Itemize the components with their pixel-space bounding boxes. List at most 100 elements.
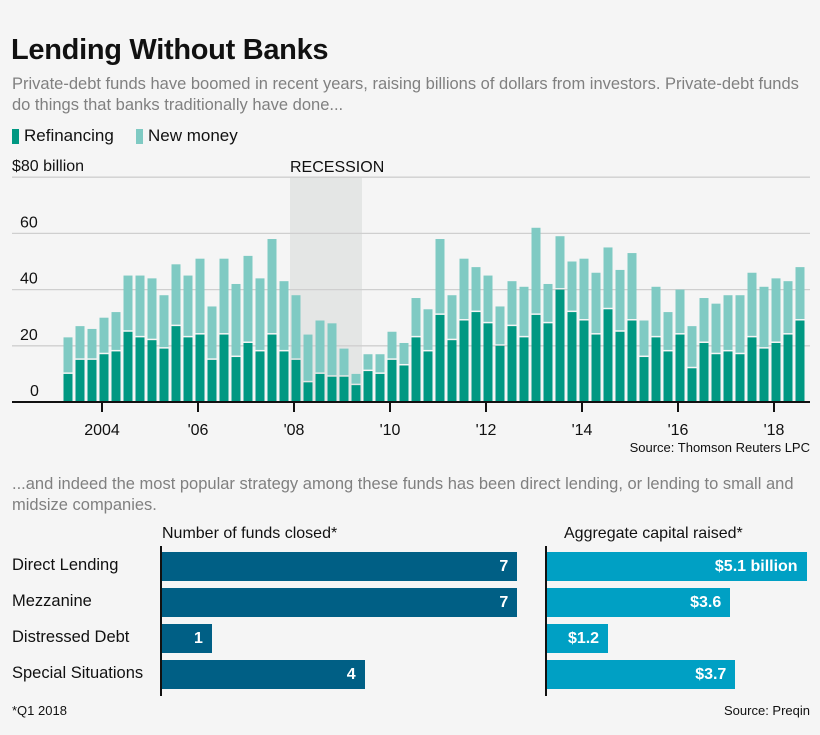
bar-new-money [603,247,613,308]
bar-new-money [351,373,361,384]
legend-refinancing: Refinancing [12,126,114,146]
bar-new-money [627,253,637,320]
category-label: Distressed Debt [12,628,130,646]
bar-refinancing [591,334,601,402]
bar-new-money [687,326,697,367]
bar-refinancing [615,331,625,402]
bar-new-money [231,283,241,356]
bar-refinancing [795,320,805,402]
x-tick-label: 2004 [84,422,120,439]
bar-new-money [591,272,601,334]
bar-new-money [783,281,793,334]
bar-refinancing [207,359,217,402]
bar-new-money [183,275,193,336]
bar-new-money [399,342,409,364]
chart-subtitle: Private-debt funds have boomed in recent… [12,75,799,114]
chart-title: Lending Without Banks [11,34,329,66]
bar-new-money [555,236,565,289]
bar-refinancing [171,326,181,402]
bar-new-money [135,275,145,336]
category-label: Mezzanine [12,592,92,610]
data-label: 7 [499,593,509,611]
bar-new-money [543,283,553,322]
x-tick-label: '10 [380,422,401,439]
bar-refinancing [711,354,721,402]
bar-new-money [771,278,781,342]
bar-refinancing [147,340,157,402]
bar-new-money [375,354,385,373]
funds-axis-line [160,546,162,696]
bar-new-money [291,295,301,359]
bar-refinancing [567,312,577,402]
bar-refinancing [63,373,73,402]
capital-raised-header: Aggregate capital raised* [564,525,743,542]
x-tick-label: '08 [284,422,305,439]
bar-new-money [507,281,517,325]
bar-new-money [387,331,397,359]
bar-new-money [495,306,505,345]
bar-new-money [279,281,289,350]
x-tick-label: '18 [764,422,785,439]
bar-refinancing [639,357,649,402]
funds-closed-bar: 7 [161,552,518,581]
capital-raised-bar: $3.6 [547,588,731,617]
bar-refinancing [75,359,85,402]
bar-new-money [411,298,421,336]
category-label: Direct Lending [12,556,119,574]
x-tick-label: '06 [188,422,209,439]
bar-new-money [699,298,709,342]
bar-new-money [267,239,277,334]
bar-refinancing [723,351,733,402]
bar-new-money [579,258,589,320]
bar-refinancing [303,382,313,402]
x-tick-label: '16 [668,422,689,439]
bar-refinancing [351,385,361,402]
bar-refinancing [99,354,109,402]
funds-closed-header: Number of funds closed* [162,525,338,542]
category-label: Special Situations [12,664,144,682]
bar-refinancing [771,342,781,402]
bar-new-money [663,312,673,350]
bar-new-money [795,267,805,320]
data-label: $3.6 [690,593,722,611]
bar-refinancing [195,334,205,402]
bar-refinancing [315,373,325,402]
funds-closed-bar: 1 [161,624,212,653]
bar-refinancing [363,371,373,402]
data-label: 4 [346,665,356,683]
y-tick-label: $80 billion [12,158,84,175]
bar-refinancing [447,340,457,402]
funds-closed-bar: 4 [161,660,365,689]
bar-refinancing [471,312,481,402]
y-tick-label: 60 [20,214,38,231]
capital-raised-bar: $3.7 [547,660,736,689]
section-subtitle: ...and indeed the most popular strategy … [12,475,794,514]
bar-refinancing [135,337,145,402]
bar-new-money [423,309,433,350]
bar-refinancing [531,314,541,402]
bar-refinancing [435,314,445,402]
stacked-bar-chart: RECESSION 0 20 40 60 $80 billion 2004 '06 '08 '10… [12,158,810,439]
bar-refinancing [219,334,229,402]
bar-refinancing [783,334,793,402]
bar-refinancing [231,357,241,402]
legend-label: Refinancing [24,126,114,145]
legend-swatch-new-money [136,128,143,144]
bar-new-money [63,337,73,373]
legend-new-money: New money [136,126,238,146]
bar-refinancing [255,351,265,402]
bar-refinancing [183,337,193,402]
bar-new-money [111,312,121,350]
bar-refinancing [555,289,565,402]
bar-new-money [567,261,577,311]
data-label: 7 [499,557,509,575]
bar-refinancing [579,320,589,402]
bar-refinancing [759,348,769,402]
bar-refinancing [543,323,553,402]
bar-new-money [459,258,469,320]
bar-new-money [735,295,745,353]
source-note: Source: Thomson Reuters LPC [629,440,810,455]
y-tick-label: 40 [20,271,38,288]
source-note-2: Source: Preqin [724,703,810,718]
